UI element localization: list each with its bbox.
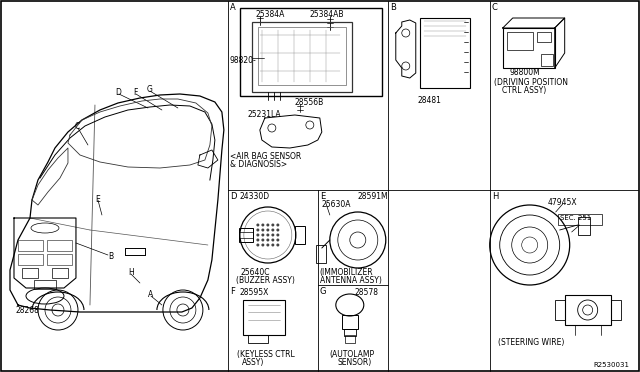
Bar: [541, 54, 553, 66]
Text: 24330D: 24330D: [240, 192, 270, 201]
Text: F: F: [230, 287, 235, 296]
Text: G: G: [320, 287, 326, 296]
Text: 28481: 28481: [418, 96, 442, 105]
Text: 28268: 28268: [16, 306, 40, 315]
Text: 25384A: 25384A: [256, 10, 285, 19]
Text: 25384AB: 25384AB: [310, 10, 344, 19]
Text: 25231LA: 25231LA: [248, 110, 282, 119]
Text: 28595X: 28595X: [240, 288, 269, 297]
Circle shape: [261, 234, 264, 237]
Bar: [252, 22, 352, 92]
Bar: [248, 335, 268, 343]
Bar: [420, 18, 470, 88]
Bar: [239, 228, 253, 242]
Text: 98820-: 98820-: [230, 56, 257, 65]
Text: SEC. 251: SEC. 251: [560, 215, 591, 221]
Bar: [240, 8, 382, 96]
Text: D: D: [230, 192, 236, 201]
Circle shape: [276, 224, 279, 227]
Bar: [611, 300, 621, 320]
Circle shape: [261, 238, 264, 241]
Bar: [555, 300, 564, 320]
Circle shape: [257, 224, 259, 227]
Bar: [22, 268, 38, 278]
Circle shape: [276, 238, 279, 241]
Text: 25640C: 25640C: [241, 268, 270, 277]
Text: 28578: 28578: [355, 288, 379, 297]
Text: H: H: [492, 192, 498, 201]
Circle shape: [271, 234, 275, 237]
Bar: [342, 315, 358, 329]
Circle shape: [266, 228, 269, 231]
Text: B: B: [390, 3, 396, 12]
Circle shape: [276, 228, 279, 231]
Bar: [47, 240, 72, 251]
Text: 25630A: 25630A: [322, 200, 351, 209]
Bar: [578, 217, 589, 235]
Bar: [344, 329, 356, 336]
Circle shape: [266, 238, 269, 241]
Text: & DIAGNOSIS>: & DIAGNOSIS>: [230, 160, 287, 169]
Text: A: A: [148, 290, 153, 299]
Text: (STEERING WIRE): (STEERING WIRE): [498, 338, 564, 347]
Circle shape: [266, 224, 269, 227]
Text: SENSOR): SENSOR): [338, 358, 372, 367]
Circle shape: [271, 238, 275, 241]
Circle shape: [257, 238, 259, 241]
Bar: [295, 226, 305, 244]
Text: E: E: [95, 195, 100, 204]
Text: D: D: [115, 88, 121, 97]
Text: (IMMOBILIZER: (IMMOBILIZER: [320, 268, 374, 277]
Text: (KEYLESS CTRL: (KEYLESS CTRL: [237, 350, 294, 359]
Circle shape: [271, 224, 275, 227]
Bar: [34, 280, 56, 289]
Text: C: C: [75, 122, 80, 131]
Text: H: H: [128, 268, 134, 277]
Text: E: E: [320, 192, 325, 201]
Circle shape: [266, 244, 269, 247]
Bar: [564, 295, 611, 325]
Text: CTRL ASSY): CTRL ASSY): [502, 86, 546, 95]
Text: 28591M: 28591M: [358, 192, 388, 201]
Bar: [557, 214, 602, 225]
Text: ASSY): ASSY): [242, 358, 264, 367]
Text: 98800M: 98800M: [509, 68, 540, 77]
Text: 47945X: 47945X: [548, 198, 577, 207]
Text: ANTENNA ASSY): ANTENNA ASSY): [320, 276, 381, 285]
Text: (AUTOLAMP: (AUTOLAMP: [330, 350, 375, 359]
Text: (BUZZER ASSY): (BUZZER ASSY): [236, 276, 295, 285]
Circle shape: [266, 234, 269, 237]
Circle shape: [276, 244, 279, 247]
Text: F: F: [133, 88, 138, 97]
Bar: [345, 335, 355, 343]
Text: (DRIVING POSITION: (DRIVING POSITION: [493, 78, 568, 87]
Bar: [18, 254, 43, 265]
Circle shape: [271, 228, 275, 231]
Bar: [18, 240, 43, 251]
Circle shape: [261, 244, 264, 247]
Bar: [243, 300, 285, 335]
Circle shape: [257, 228, 259, 231]
Bar: [316, 245, 326, 263]
Circle shape: [261, 224, 264, 227]
Bar: [537, 32, 550, 42]
Text: G: G: [147, 85, 153, 94]
Text: A: A: [230, 3, 236, 12]
Bar: [52, 268, 68, 278]
Circle shape: [271, 244, 275, 247]
Bar: [507, 32, 532, 50]
Circle shape: [257, 234, 259, 237]
Circle shape: [257, 244, 259, 247]
Text: <AIR BAG SENSOR: <AIR BAG SENSOR: [230, 152, 301, 161]
Bar: [47, 254, 72, 265]
Bar: [258, 27, 346, 85]
Circle shape: [276, 234, 279, 237]
Text: R2530031: R2530031: [594, 362, 630, 368]
Text: B: B: [108, 252, 113, 261]
Text: C: C: [492, 3, 498, 12]
Circle shape: [261, 228, 264, 231]
Text: 28556B: 28556B: [295, 98, 324, 107]
Bar: [503, 28, 555, 68]
